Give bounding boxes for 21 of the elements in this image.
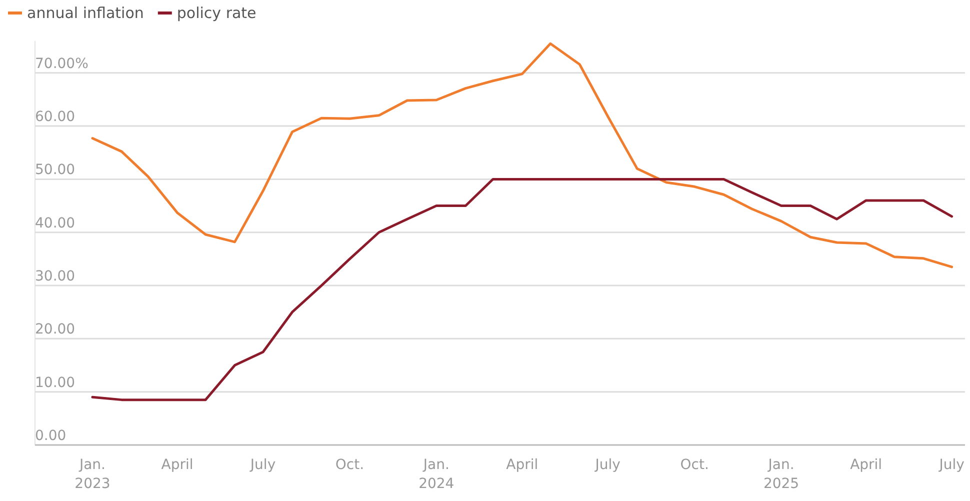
y-tick-label: 60.00 [35, 109, 76, 126]
x-tick-label: July [249, 457, 276, 473]
x-tick-label: Jan. 2023 [74, 457, 110, 492]
y-tick-label: 70.00% [35, 56, 88, 72]
y-tick-label: 30.00 [35, 268, 76, 285]
x-tick-label: July [938, 457, 964, 473]
x-tick-label: Jan. 2024 [418, 457, 454, 492]
legend-label: policy rate [176, 4, 256, 22]
x-tick-label: Oct. [680, 457, 709, 473]
y-tick-label: 0.00 [35, 428, 66, 444]
x-tick-label: April [850, 457, 882, 473]
y-tick-label: 40.00 [35, 215, 76, 232]
y-tick-label: 20.00 [35, 322, 76, 338]
y-tick-label: 10.00 [35, 374, 76, 391]
x-tick-label: Oct. [335, 457, 364, 473]
x-tick-label: Jan. 2025 [763, 457, 800, 492]
legend-label: annual inflation [27, 4, 144, 22]
x-tick-label: April [161, 457, 194, 473]
x-tick-label: July [594, 457, 620, 473]
x-tick-label: April [506, 457, 538, 473]
y-tick-label: 50.00 [35, 162, 76, 178]
